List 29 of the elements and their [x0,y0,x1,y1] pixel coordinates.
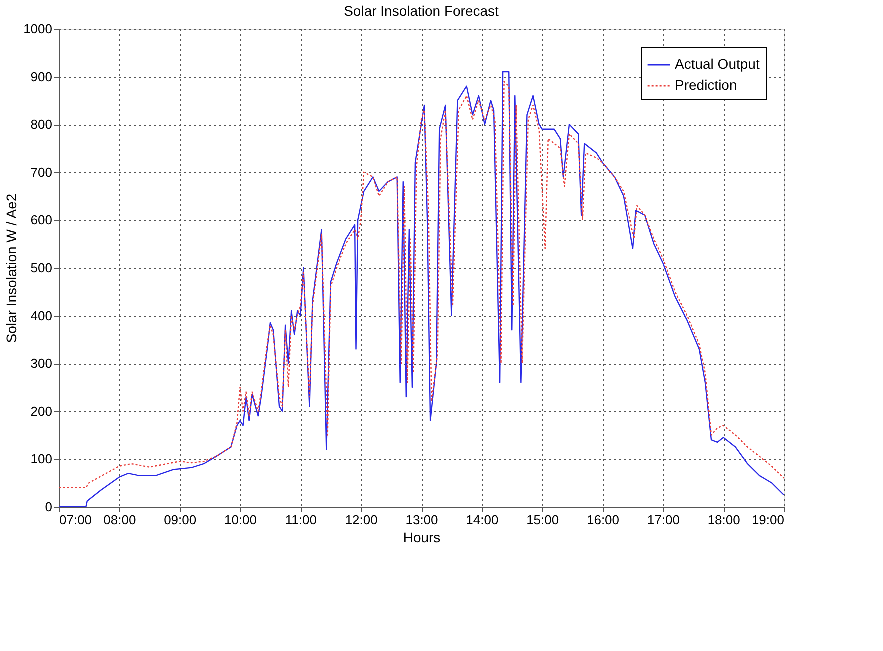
x-tick-label: 15:00 [526,512,560,528]
x-tick-label: 10:00 [224,512,258,528]
x-tick-label: 18:00 [708,512,740,528]
y-tick-label: 400 [30,308,52,324]
y-axis-title: Solar Insolation W / Ae2 [4,194,20,344]
y-tick-label: 900 [30,69,52,84]
x-tick-label: 08:00 [104,512,136,528]
y-tick-label: 200 [30,404,52,419]
x-tick-label: 14:00 [466,512,499,528]
x-tick-label: 16:00 [586,512,620,528]
y-tick-label: 600 [30,212,52,228]
legend-label: Prediction [675,77,738,93]
x-tick-label: 17:00 [647,512,680,528]
x-tick-label: 07:00 [60,512,92,528]
y-tick-label: 700 [30,164,52,180]
y-tick-label: 0 [45,500,52,514]
x-axis-title: Hours [403,530,441,546]
y-tick-label: 800 [30,117,52,132]
x-tick-label: 12:00 [345,512,378,528]
x-tick-label: 09:00 [164,512,197,528]
legend-label: Actual Output [675,56,760,72]
x-tick-label: 19:00 [752,512,784,528]
y-tick-label: 300 [30,356,52,372]
chart-title: Solar Insolation Forecast [344,3,500,19]
x-tick-label: 13:00 [406,512,438,528]
y-tick-label: 500 [30,260,52,276]
y-tick-label: 1000 [24,22,52,36]
x-tick-label: 11:00 [285,512,317,528]
y-tick-label: 100 [30,452,52,467]
